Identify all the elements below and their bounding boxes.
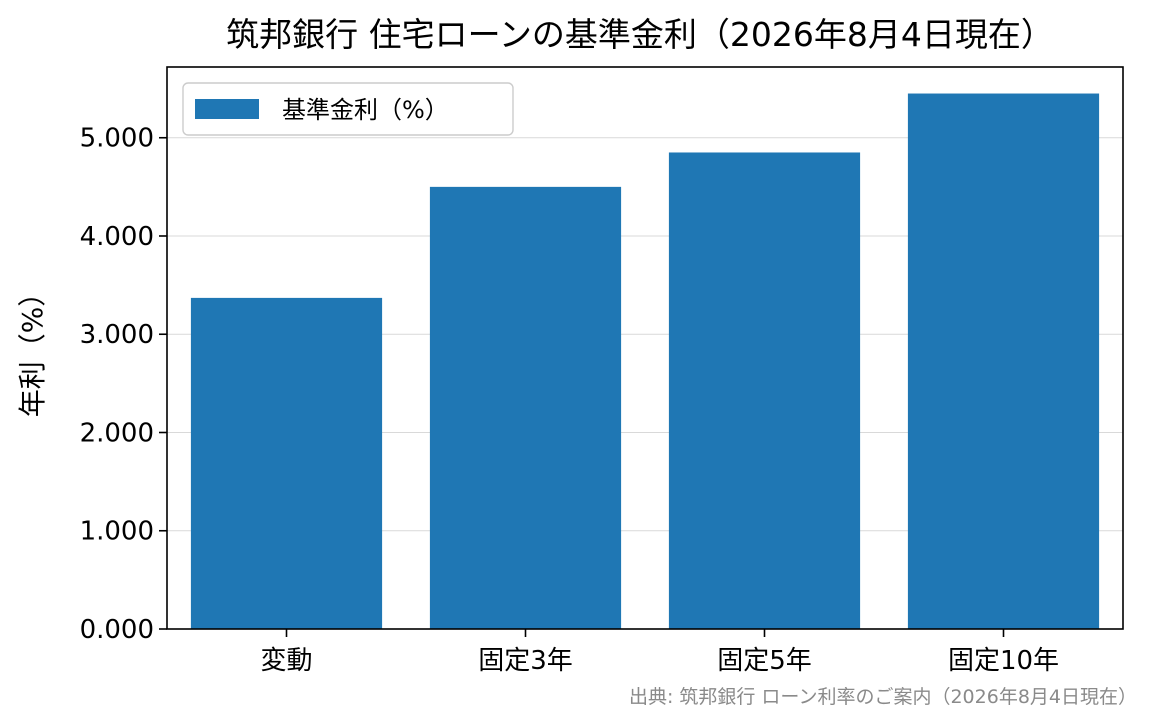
y-tick-label: 5.000 [80, 124, 154, 154]
y-tick-label: 3.000 [80, 320, 154, 350]
x-tick-label: 固定10年 [948, 646, 1059, 676]
chart-title: 筑邦銀行 住宅ローンの基準金利（2026年8月4日現在） [226, 15, 1054, 54]
legend-box [182, 82, 514, 136]
y-tick-label: 0.000 [80, 615, 154, 645]
x-tick-label: 変動 [260, 646, 312, 676]
bar [907, 93, 1100, 630]
legend: 基準金利（%） [182, 82, 514, 136]
y-axis: 0.000 1.000 2.000 3.000 4.000 5.000 [80, 124, 167, 645]
x-axis: 変動 固定3年 固定5年 固定10年 [260, 629, 1059, 676]
y-tick-label: 1.000 [80, 517, 154, 547]
plot-frame [166, 66, 1124, 630]
bar [190, 297, 383, 629]
bar [668, 152, 861, 630]
bars [190, 93, 1100, 630]
y-tick-label: 4.000 [80, 222, 154, 252]
x-tick-label: 固定3年 [478, 646, 573, 676]
source-note: 出典: 筑邦銀行 ローン利率のご案内（2026年8月4日現在） [629, 686, 1137, 708]
y-tick-label: 2.000 [80, 418, 154, 448]
legend-label: 基準金利（%） [282, 96, 449, 124]
legend-swatch [195, 99, 259, 119]
x-tick-label: 固定5年 [717, 646, 812, 676]
y-axis-label: 年利（%） [16, 279, 49, 418]
bar [429, 186, 622, 629]
